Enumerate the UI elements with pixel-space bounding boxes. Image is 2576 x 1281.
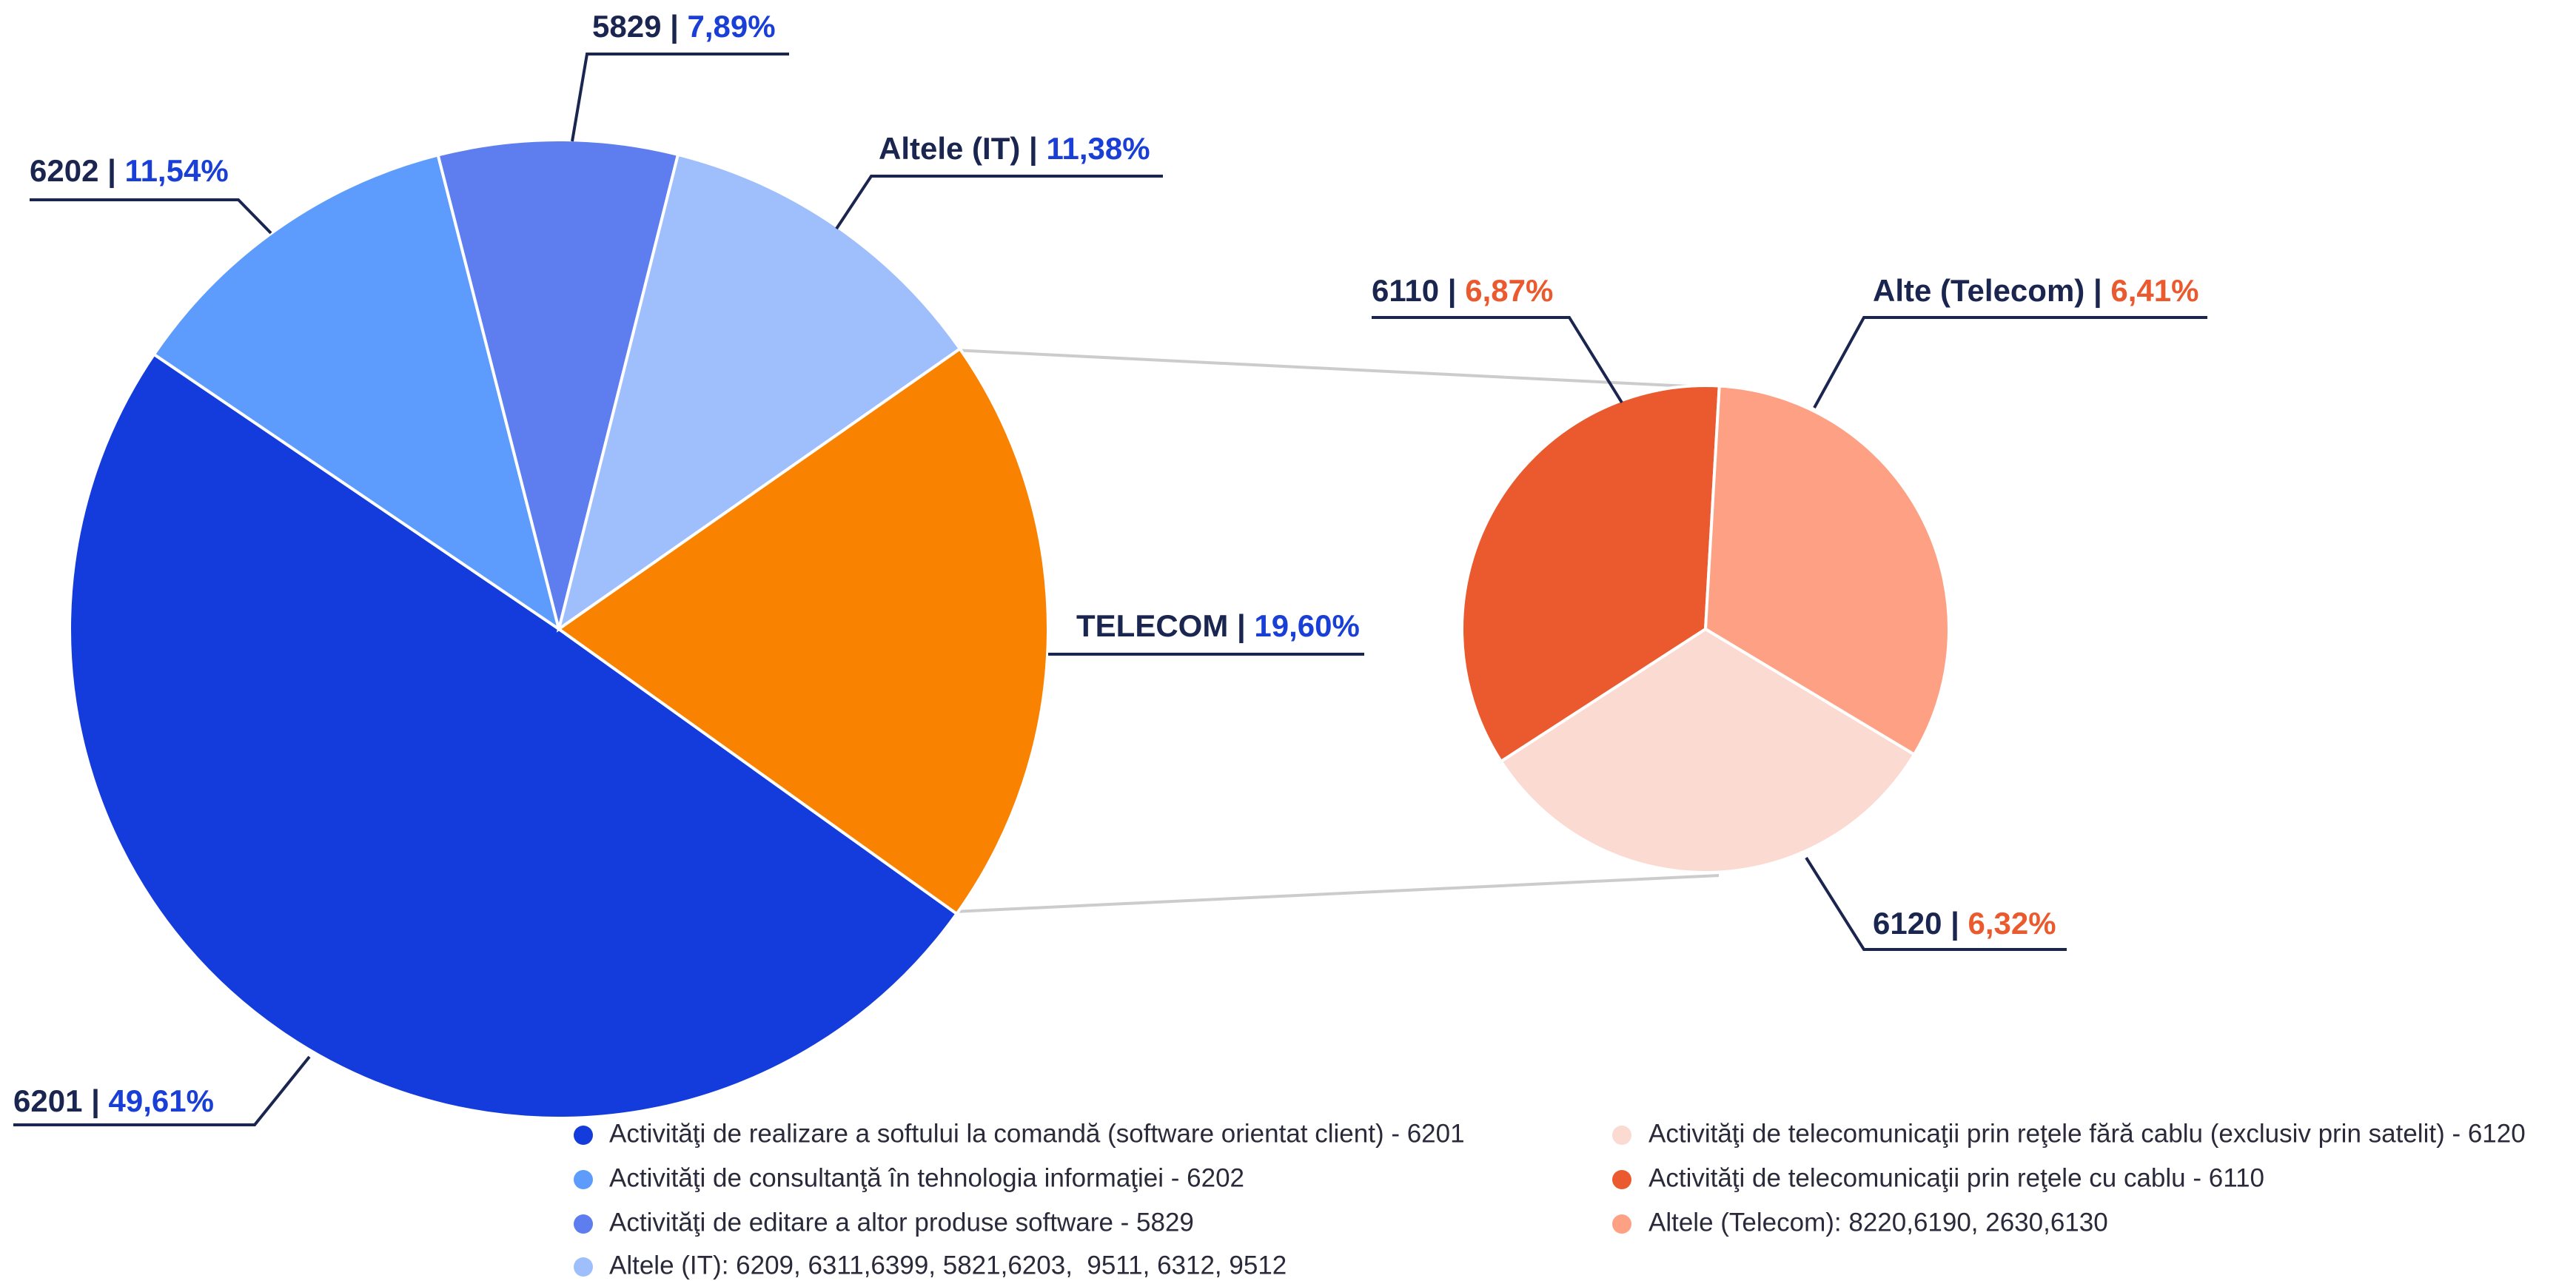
label-name: 5829 [592,9,661,44]
legend-label: Activităţi de realizare a softului la co… [609,1119,1465,1148]
leader-line [13,1055,311,1126]
legend-marker [574,1170,593,1189]
leader-line [30,198,272,235]
slice-label: 6201 | 49,61% [13,1083,214,1119]
leader-line [571,53,789,142]
label-separator: | [2084,273,2110,309]
label-value: 11,54% [125,153,229,188]
slice-label: 5829 | 7,89% [592,9,776,44]
legend-label: Altele (Telecom): 8220,6190, 2630,6130 [1648,1208,2108,1237]
leader-line [835,175,1163,230]
label-name: Altele (IT) [879,131,1020,166]
label-value: 7,89% [688,9,776,44]
pie-slice [556,346,1050,916]
label-separator: | [1228,608,1254,644]
pie-slice [152,153,562,633]
label-separator: | [98,153,124,189]
legend-marker [1612,1126,1631,1145]
legend-marker [1612,1170,1631,1189]
slice-label: TELECOM | 19,60% [1076,608,1360,644]
label-name: TELECOM [1076,608,1228,643]
pie-slice [1499,627,1916,874]
slice-label: 6202 | 11,54% [30,153,229,189]
leader-line [1805,856,2067,951]
label-value: 11,38% [1046,131,1150,166]
label-name: 6120 [1873,906,1942,941]
legend-label: Activităţi de telecomunicaţii prin reţel… [1648,1163,2264,1192]
label-separator: | [1942,906,1968,941]
pie-slice [436,138,680,630]
legend-marker [574,1257,593,1277]
leader-line [1372,316,1623,404]
label-value: 49,61% [109,1083,214,1118]
label-separator: | [1020,131,1046,167]
label-name: 6201 [13,1083,82,1118]
legend-label: Activităţi de consultanţă în tehnologia … [609,1163,1244,1192]
slice-label: 6120 | 6,32% [1873,906,2056,941]
label-name: 6202 [30,153,98,188]
connector [953,874,1720,913]
connector [953,349,1720,389]
label-separator: | [82,1083,108,1119]
label-name: Alte (Telecom) [1873,273,2084,308]
legend-marker [574,1126,593,1145]
label-value: 6,87% [1465,273,1553,308]
label-value: 6,32% [1968,906,2056,941]
slice-label: Alte (Telecom) | 6,41% [1873,273,2198,309]
slice-label: 6110 | 6,87% [1372,273,1553,309]
legend-label: Altele (IT): 6209, 6311,6399, 5821,6203,… [609,1251,1287,1280]
legend-label: Activităţi de telecomunicaţii prin reţel… [1648,1119,2526,1148]
pie-slice [1460,384,1721,764]
legend-marker [1612,1214,1631,1234]
leader-line [1813,316,2207,408]
label-value: 6,41% [2110,273,2198,308]
legend-label: Activităţi de editare a altor produse so… [609,1208,1194,1237]
label-name: 6110 [1372,273,1439,308]
label-value: 19,60% [1254,608,1359,643]
label-separator: | [1439,273,1465,309]
pie-slice [68,352,959,1120]
label-separator: | [661,9,687,44]
slice-label: Altele (IT) | 11,38% [879,131,1150,167]
legend-marker [574,1214,593,1234]
pie-slice [1703,384,1951,757]
